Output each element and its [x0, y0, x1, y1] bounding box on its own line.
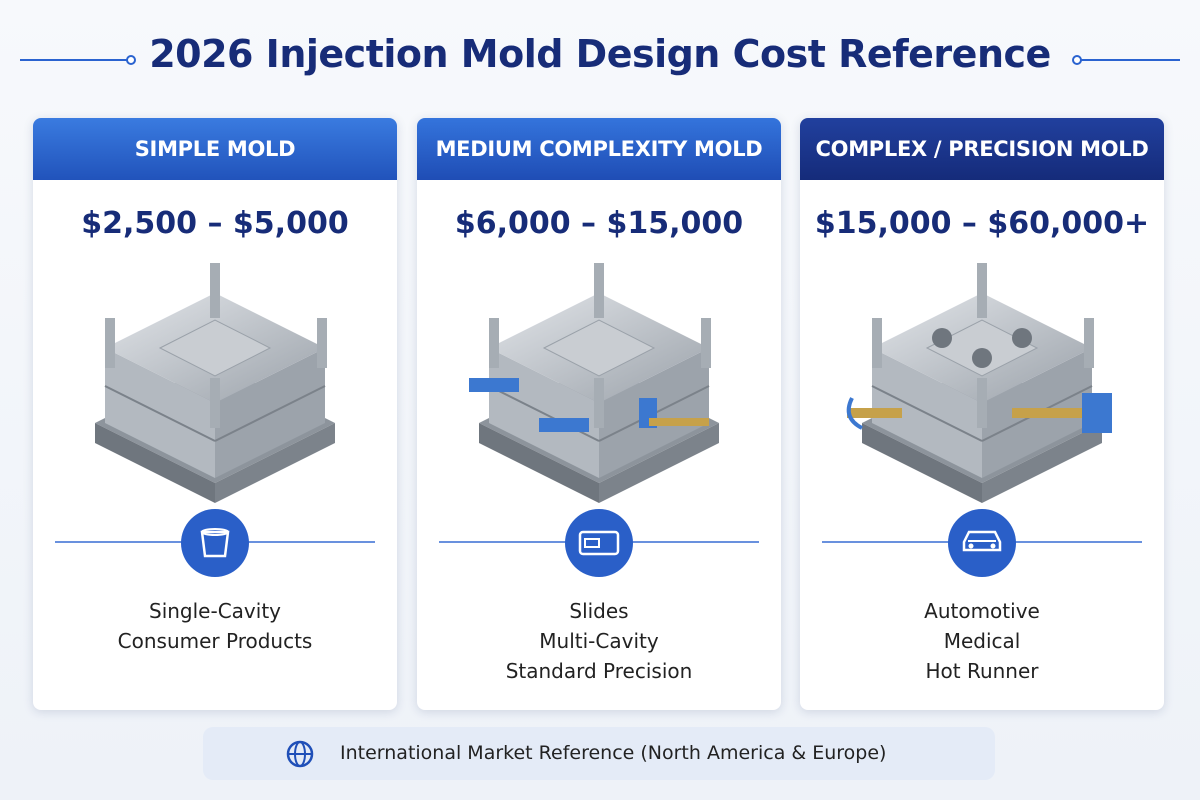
feature: Single-Cavity: [149, 599, 281, 623]
footer-note: International Market Reference (North Am…: [340, 742, 887, 764]
icon: [565, 509, 633, 577]
feature: Multi-Cavity: [539, 629, 659, 653]
feature: Automotive: [924, 599, 1040, 623]
card: SIMPLE MOLD $2,500 – $5,000 Single-Cavit…: [33, 118, 397, 710]
features: Slides Multi-Cavity Standard Precision: [417, 596, 781, 686]
footer: International Market Reference (North Am…: [203, 727, 995, 780]
price: $6,000 – $15,000: [454, 206, 744, 241]
mold-image: [65, 258, 365, 508]
mold-image: [469, 258, 749, 508]
icon: [948, 509, 1016, 577]
title: 2026 Injection Mold Design Cost Referenc…: [149, 32, 1051, 76]
feature: Hot Runner: [925, 659, 1039, 683]
card-header: MEDIUM COMPLEXITY MOLD: [417, 118, 781, 180]
card-header: SIMPLE MOLD: [33, 118, 397, 180]
price: $2,500 – $5,000: [81, 206, 349, 241]
card-header: COMPLEX / PRECISION MOLD: [800, 118, 1164, 180]
price: $15,000 – $60,000+: [814, 206, 1150, 241]
mold-image: [846, 258, 1112, 508]
feature: Slides: [569, 599, 629, 623]
card: MEDIUM COMPLEXITY MOLD $6,000 – $15,000 …: [417, 118, 781, 710]
feature: Consumer Products: [117, 629, 313, 653]
features: Single-Cavity Consumer Products: [33, 596, 397, 656]
card: COMPLEX / PRECISION MOLD $15,000 – $60,0…: [800, 118, 1164, 710]
globe-icon: [286, 740, 314, 768]
decor-line: [20, 55, 136, 65]
decor-line: [1072, 55, 1180, 65]
feature: Medical: [943, 629, 1021, 653]
feature: Standard Precision: [505, 659, 693, 683]
icon: [181, 509, 249, 577]
features: Automotive Medical Hot Runner: [800, 596, 1164, 686]
